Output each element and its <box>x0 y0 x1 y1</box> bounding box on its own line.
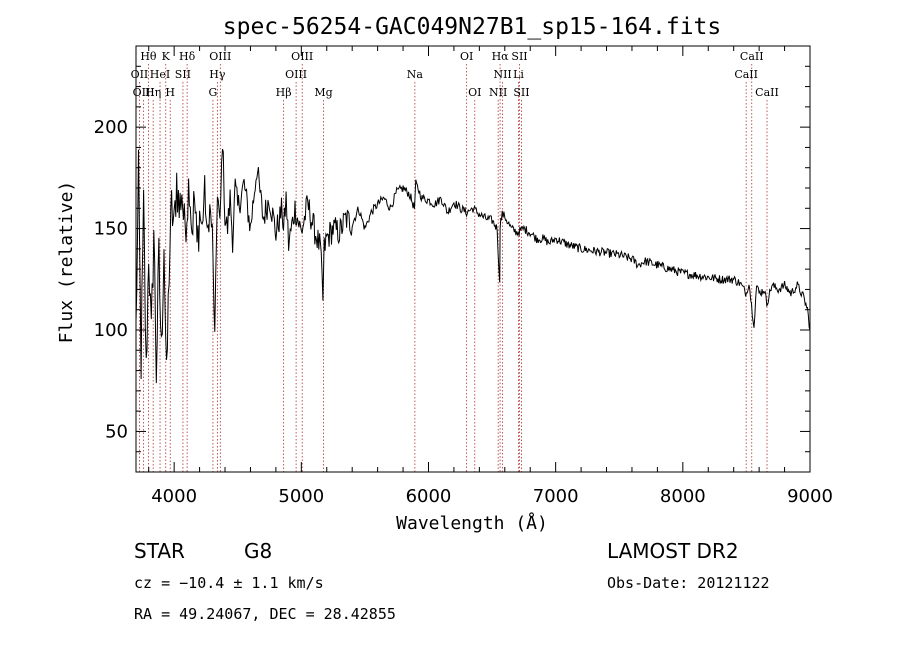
line-marker-label-23: NII <box>489 86 507 99</box>
x-tick-label: 8000 <box>660 486 706 507</box>
object-class: STAR <box>134 539 185 563</box>
line-marker-label-15: Mg <box>314 86 332 99</box>
emission-line-markers <box>139 64 768 472</box>
y-tick-label: 50 <box>105 421 128 442</box>
line-marker-label-2: HeI <box>150 68 170 81</box>
coordinates: RA = 49.24067, DEC = 28.42855 <box>134 605 396 623</box>
y-axis-ticks: 50 100 150 200 <box>94 65 810 453</box>
x-axis-ticks: 4000 5000 6000 7000 8000 9000 <box>148 46 833 507</box>
line-marker-label-20: SII <box>511 50 527 63</box>
x-tick-label: 4000 <box>151 486 197 507</box>
line-marker-label-8: Hδ <box>179 50 196 63</box>
survey-name: LAMOST DR2 <box>607 539 739 563</box>
x-axis-label: Wavelength (Å) <box>396 512 548 534</box>
line-marker-label-1: OII <box>131 68 149 81</box>
line-marker-label-4: Hη <box>145 86 161 99</box>
x-tick-label: 9000 <box>787 486 833 507</box>
redshift-cz: cz = −10.4 ± 1.1 km/s <box>134 574 324 592</box>
spectrum-series <box>135 148 811 384</box>
line-marker-label-7: H <box>165 86 175 99</box>
line-marker-label-21: NII <box>493 68 511 81</box>
line-marker-label-27: CaII <box>755 86 779 99</box>
line-marker-label-0: Hθ <box>140 50 157 63</box>
line-marker-label-16: Na <box>407 68 424 81</box>
line-marker-label-11: G <box>209 86 218 99</box>
y-tick-label: 200 <box>94 117 128 138</box>
series-line-0 <box>135 148 811 384</box>
line-marker-label-24: SII <box>513 86 529 99</box>
line-marker-label-25: CaII <box>740 50 764 63</box>
line-marker-label-13: OIII <box>291 50 313 63</box>
line-marker-label-26: CaII <box>734 68 758 81</box>
line-marker-label-10: Hγ <box>209 68 226 81</box>
line-marker-label-17: OI <box>460 50 473 63</box>
line-marker-label-5: K <box>162 50 171 63</box>
x-tick-label: 6000 <box>406 486 452 507</box>
chart-title: spec-56254-GAC049N27B1_sp15-164.fits <box>223 14 722 40</box>
line-marker-label-6: SII <box>175 68 191 81</box>
line-marker-label-19: Hα <box>492 50 510 63</box>
y-tick-label: 150 <box>94 219 128 240</box>
obs-date: Obs-Date: 20121122 <box>607 574 770 592</box>
line-marker-label-14: OIII <box>285 68 307 81</box>
plot-frame <box>135 45 811 473</box>
object-subclass: G8 <box>244 539 272 563</box>
y-tick-label: 100 <box>94 320 128 341</box>
y-axis-label: Flux (relative) <box>56 181 77 344</box>
line-marker-label-12: Hβ <box>276 86 292 99</box>
x-tick-label: 7000 <box>533 486 579 507</box>
line-marker-label-9: OIII <box>209 50 231 63</box>
line-marker-label-3: OIII <box>133 86 155 99</box>
line-marker-label-18: OI <box>468 86 481 99</box>
line-marker-label-22: Li <box>513 68 524 81</box>
x-tick-label: 5000 <box>278 486 324 507</box>
